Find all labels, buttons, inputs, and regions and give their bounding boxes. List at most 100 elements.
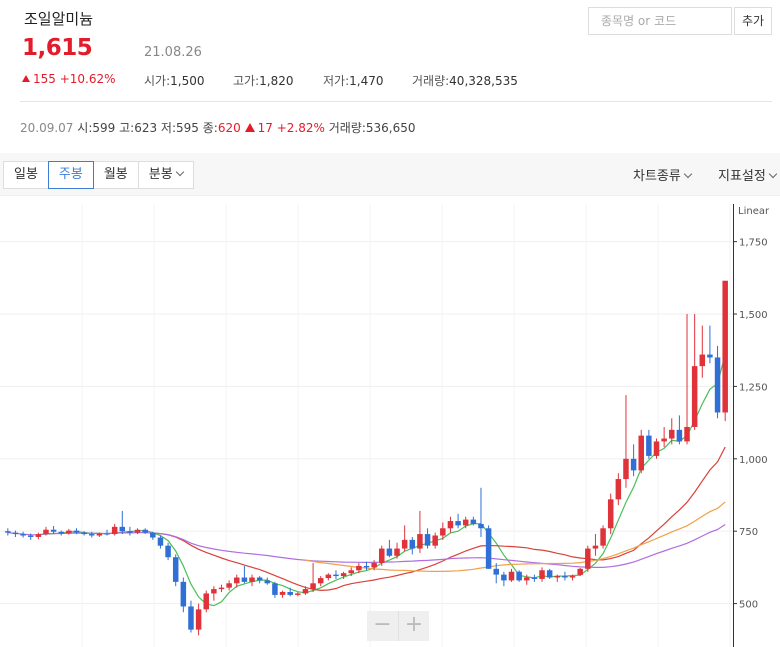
indicator-menu[interactable]: 지표설정 bbox=[718, 165, 778, 184]
candle-body bbox=[58, 531, 64, 534]
candle-body bbox=[310, 583, 316, 590]
prev-volume: 536,650 bbox=[365, 121, 416, 135]
candle-body bbox=[440, 528, 446, 536]
candle-body bbox=[455, 521, 461, 526]
y-tick-label: 1,500 bbox=[739, 310, 768, 321]
candle-body bbox=[615, 479, 622, 500]
candle-body bbox=[501, 574, 507, 581]
candle-body bbox=[234, 577, 240, 584]
tab-minute-label: 분봉 bbox=[148, 167, 173, 182]
divider bbox=[20, 101, 772, 102]
candle-body bbox=[20, 534, 26, 536]
candle-body bbox=[119, 526, 126, 532]
candle-body bbox=[218, 587, 225, 590]
candle-body bbox=[653, 441, 660, 456]
candle-body bbox=[478, 523, 484, 529]
price-chart[interactable]: 500 750 1,000 1,250 1,500 1,750 bbox=[0, 196, 780, 647]
candle-body bbox=[577, 568, 583, 575]
tab-weekly[interactable]: 주봉 bbox=[47, 161, 94, 189]
candle-body bbox=[211, 589, 217, 594]
high-price: 고가:1,820 bbox=[233, 74, 294, 88]
candle-body bbox=[363, 565, 370, 568]
stock-header: 조일알미늄 1,615 21.08.26 155 +10.62% 시가:1,50… bbox=[0, 0, 780, 150]
chevron-down-icon bbox=[768, 169, 778, 179]
scale-label[interactable]: Linear bbox=[738, 206, 770, 217]
candle-body bbox=[707, 354, 713, 358]
chart-toolbar: 일봉 주봉 월봉 분봉 차트종류 지표설정 bbox=[0, 153, 780, 196]
tab-monthly[interactable]: 월봉 bbox=[92, 161, 139, 189]
candle-body bbox=[638, 435, 644, 471]
candle-body bbox=[165, 545, 171, 558]
search-box bbox=[588, 7, 732, 35]
candle-body bbox=[195, 609, 202, 630]
tab-daily[interactable]: 일봉 bbox=[3, 161, 49, 189]
candle-body bbox=[447, 521, 454, 529]
tab-minute[interactable]: 분봉 bbox=[137, 161, 194, 189]
high-value: 1,820 bbox=[259, 74, 294, 88]
candle-body bbox=[340, 573, 347, 577]
candle-body bbox=[317, 578, 324, 584]
price-change: 155 +10.62% bbox=[22, 72, 116, 86]
candle-body bbox=[684, 426, 690, 442]
candle-body bbox=[43, 529, 49, 535]
candle-body bbox=[295, 593, 301, 595]
candle-body bbox=[249, 577, 255, 582]
y-tick-label: 500 bbox=[739, 600, 758, 611]
candle-body bbox=[73, 530, 80, 533]
candle-body bbox=[241, 577, 248, 582]
candle-body bbox=[569, 576, 576, 578]
candle-body bbox=[348, 570, 354, 574]
candle-body bbox=[714, 357, 721, 413]
candlestick-chart[interactable]: 500 750 1,000 1,250 1,500 1,750 bbox=[0, 196, 780, 647]
candle-body bbox=[35, 534, 42, 537]
low-label: 저가 bbox=[323, 74, 346, 88]
low-value: 1,470 bbox=[349, 74, 384, 88]
candle-body bbox=[699, 354, 706, 367]
candle-body bbox=[302, 589, 309, 594]
zoom-in-button[interactable]: + bbox=[398, 611, 429, 641]
candle-body bbox=[585, 548, 591, 569]
search-input[interactable] bbox=[589, 8, 731, 34]
zoom-out-button[interactable]: − bbox=[373, 612, 392, 637]
current-price: 1,615 bbox=[22, 35, 93, 61]
prev-close-label: 종 bbox=[202, 121, 214, 135]
candle-body bbox=[325, 574, 332, 579]
volume: 거래량:40,328,535 bbox=[412, 74, 518, 88]
ma5-line bbox=[38, 354, 726, 607]
add-button[interactable]: 추가 bbox=[734, 7, 772, 35]
stock-name: 조일알미늄 bbox=[24, 10, 94, 28]
prev-up-triangle-icon bbox=[244, 123, 255, 132]
candle-body bbox=[669, 429, 675, 439]
candle-body bbox=[539, 570, 545, 579]
price-date: 21.08.26 bbox=[144, 45, 202, 60]
ma120-line bbox=[305, 501, 726, 572]
candle-body bbox=[592, 545, 599, 549]
candle-body bbox=[89, 534, 95, 536]
prev-date: 20.09.07 bbox=[20, 121, 74, 135]
prev-high: 623 bbox=[134, 121, 158, 135]
chevron-down-icon bbox=[175, 167, 184, 177]
prev-low: 595 bbox=[176, 121, 199, 135]
previous-candle-info: 20.09.07 시:599 고:623 저:595 종:620 17 +2.8… bbox=[20, 121, 416, 135]
ma20-line bbox=[152, 446, 726, 592]
candle-body bbox=[12, 532, 19, 535]
candle-body bbox=[691, 366, 698, 427]
candle-body bbox=[623, 458, 629, 480]
candle-body bbox=[188, 606, 194, 630]
candle-body bbox=[66, 530, 72, 534]
candle-body bbox=[256, 577, 263, 581]
candle-body bbox=[150, 532, 156, 538]
y-tick-label: 750 bbox=[739, 527, 758, 538]
chart-type-menu[interactable]: 차트종류 bbox=[633, 165, 693, 184]
prev-change-percent: +2.82% bbox=[276, 121, 325, 135]
candle-body bbox=[462, 519, 469, 526]
y-tick-label: 1,000 bbox=[739, 455, 768, 466]
candle-body bbox=[401, 539, 408, 549]
candle-body bbox=[424, 534, 431, 546]
open-label: 시가 bbox=[144, 74, 167, 88]
candle-body bbox=[607, 499, 614, 529]
prev-low-label: 저 bbox=[160, 121, 172, 135]
candle-body bbox=[180, 581, 187, 607]
candle-body bbox=[142, 529, 148, 533]
high-label: 고가 bbox=[233, 74, 256, 88]
